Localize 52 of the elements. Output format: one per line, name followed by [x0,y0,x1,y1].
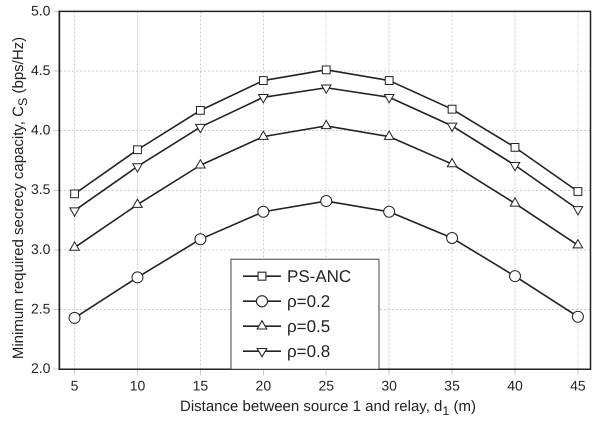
point [70,189,79,198]
point [574,187,582,196]
point [383,206,396,218]
x-tick-label: 20 [256,377,272,394]
point [69,207,80,217]
point [384,94,394,104]
point [258,76,268,85]
point [195,124,206,134]
x-tick-label: 10 [130,377,146,394]
point [510,162,520,172]
point [133,145,142,154]
point [131,271,144,284]
x-tick-label: 35 [444,377,460,394]
point [572,239,584,248]
x-tick-label: 45 [570,377,586,394]
x-tick-label: 15 [192,377,208,394]
x-tick-label: 40 [507,377,523,394]
point [320,195,332,208]
legend-label: ρ=0.5 [286,316,330,336]
y-tick-label: 2.5 [30,300,51,316]
point [258,94,269,104]
point [572,206,584,216]
point [510,197,520,207]
point [257,206,270,218]
point [572,310,584,323]
point [508,270,521,282]
point [69,242,80,251]
point [194,233,206,246]
point [132,163,143,172]
y-tick-label: 3.0 [30,240,51,257]
point [132,198,143,208]
point [320,84,332,94]
point [322,65,331,74]
y-tick-label: 4.0 [30,122,51,138]
point [510,142,520,152]
y-tick-label: 4.5 [30,62,51,78]
point [448,104,456,114]
x-tick-label: 25 [318,377,334,394]
point [446,232,458,244]
x-tick-label: 5 [70,377,79,394]
x-axis-title: Distance between source 1 and relay, d$_{1}$ (m) [179,398,477,418]
point [196,106,205,115]
legend-label: ρ=0.8 [286,342,330,361]
point [68,312,81,324]
point [384,76,394,85]
x-tick-label: 30 [381,377,398,394]
y-tick-label: 5.0 [30,2,51,18]
point [446,122,458,132]
y-tick-label: 2.0 [30,360,51,376]
legend-label: PS-ANC [286,266,352,286]
legend-label: ρ=0.2 [286,292,330,311]
y-tick-label: 3.5 [30,181,51,198]
